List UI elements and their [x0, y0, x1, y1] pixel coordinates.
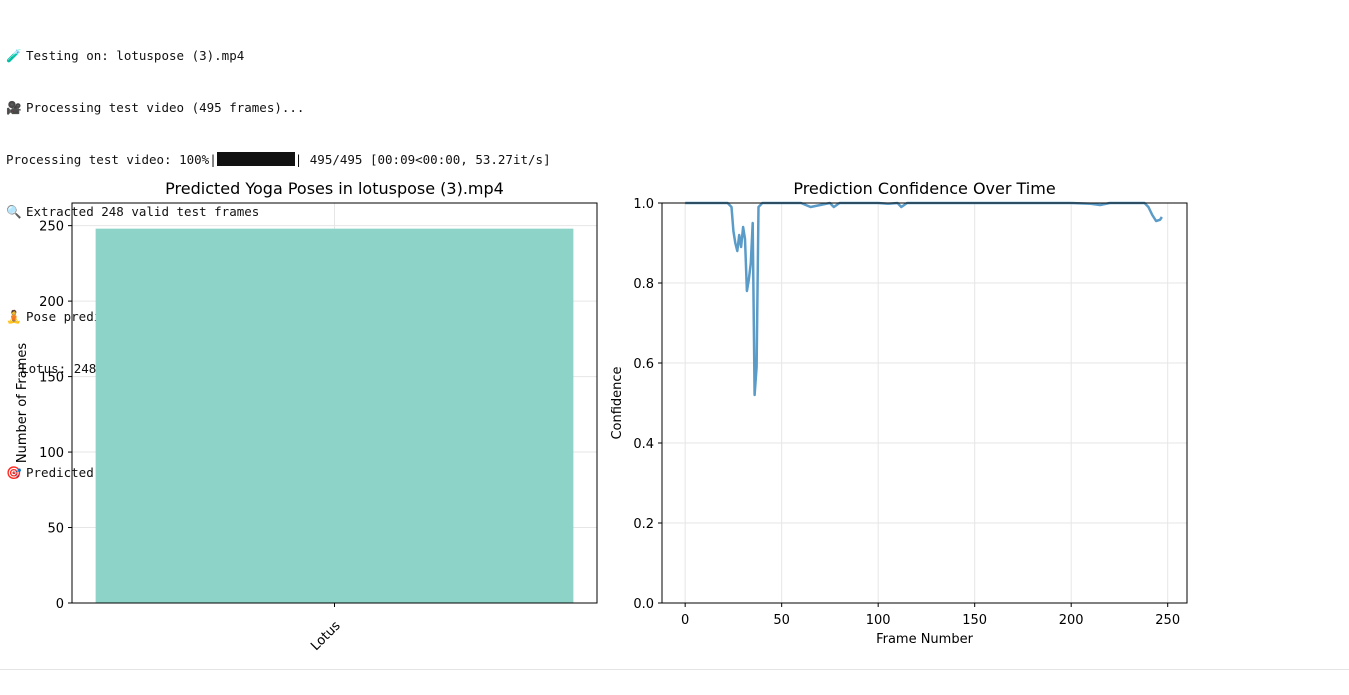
chart-title: Predicted Yoga Poses in lotuspose (3).mp… [165, 179, 504, 198]
log-testing: 🧪 Testing on: lotuspose (3).mp4 [6, 47, 245, 63]
y-tick-label: 50 [47, 522, 64, 537]
x-tick-label: 100 [866, 613, 891, 628]
chart-title: Prediction Confidence Over Time [793, 179, 1055, 198]
progress-bar [216, 152, 295, 167]
charts-figure: Lotus 0 50 100 150 200 250 Predicted Yoga Poses… [15, 179, 1188, 654]
y-tick-label: 250 [39, 220, 64, 235]
line-chart: 0 50 100 150 200 250 0.0 0.2 0.4 0.6 0.8 1.0 Predict… [610, 179, 1188, 647]
target-icon: 🎯 [6, 465, 22, 481]
bar-lotus [95, 228, 574, 603]
y-axis-label: Confidence [610, 366, 625, 439]
x-tick-label: 200 [1059, 613, 1084, 628]
x-axis-label: Frame Number [876, 632, 974, 647]
y-tick-label: 100 [39, 446, 64, 461]
magnifier-icon: 🔍 [6, 204, 22, 220]
test-tube-icon: 🧪 [6, 47, 22, 63]
x-tick-label: 50 [773, 613, 790, 628]
log-progress: Processing test video: 100%| | 495/495 [0… [6, 152, 551, 168]
y-tick-label: 0.0 [633, 597, 654, 612]
plot-frame [71, 202, 598, 604]
y-tick-label: 150 [39, 371, 64, 386]
y-tick-label: 200 [39, 295, 64, 310]
divider [0, 669, 1349, 670]
x-tick-label: 150 [962, 613, 987, 628]
x-tick-label: 0 [681, 613, 689, 628]
log-processing: 🎥 Processing test video (495 frames)... [6, 100, 305, 116]
bar-chart: Lotus 0 50 100 150 200 250 Predicted Yoga Poses… [15, 179, 598, 654]
x-tick-label: Lotus [308, 618, 344, 654]
yoga-icon: 🧘 [6, 308, 22, 324]
x-tick-label: 250 [1155, 613, 1180, 628]
y-tick-label: 0.8 [633, 277, 654, 292]
y-tick-label: 0.2 [633, 517, 654, 532]
confidence-series-line [685, 201, 1163, 397]
y-axis-label: Number of Frames [15, 343, 30, 464]
plot-frame [661, 202, 1188, 604]
video-camera-icon: 🎥 [6, 100, 22, 116]
y-tick-label: 0 [56, 597, 64, 612]
log-extracted: 🔍 Extracted 248 valid test frames [6, 204, 260, 220]
y-tick-label: 0.6 [633, 357, 654, 372]
y-tick-label: 0.4 [633, 437, 654, 452]
y-tick-label: 1.0 [633, 197, 654, 212]
